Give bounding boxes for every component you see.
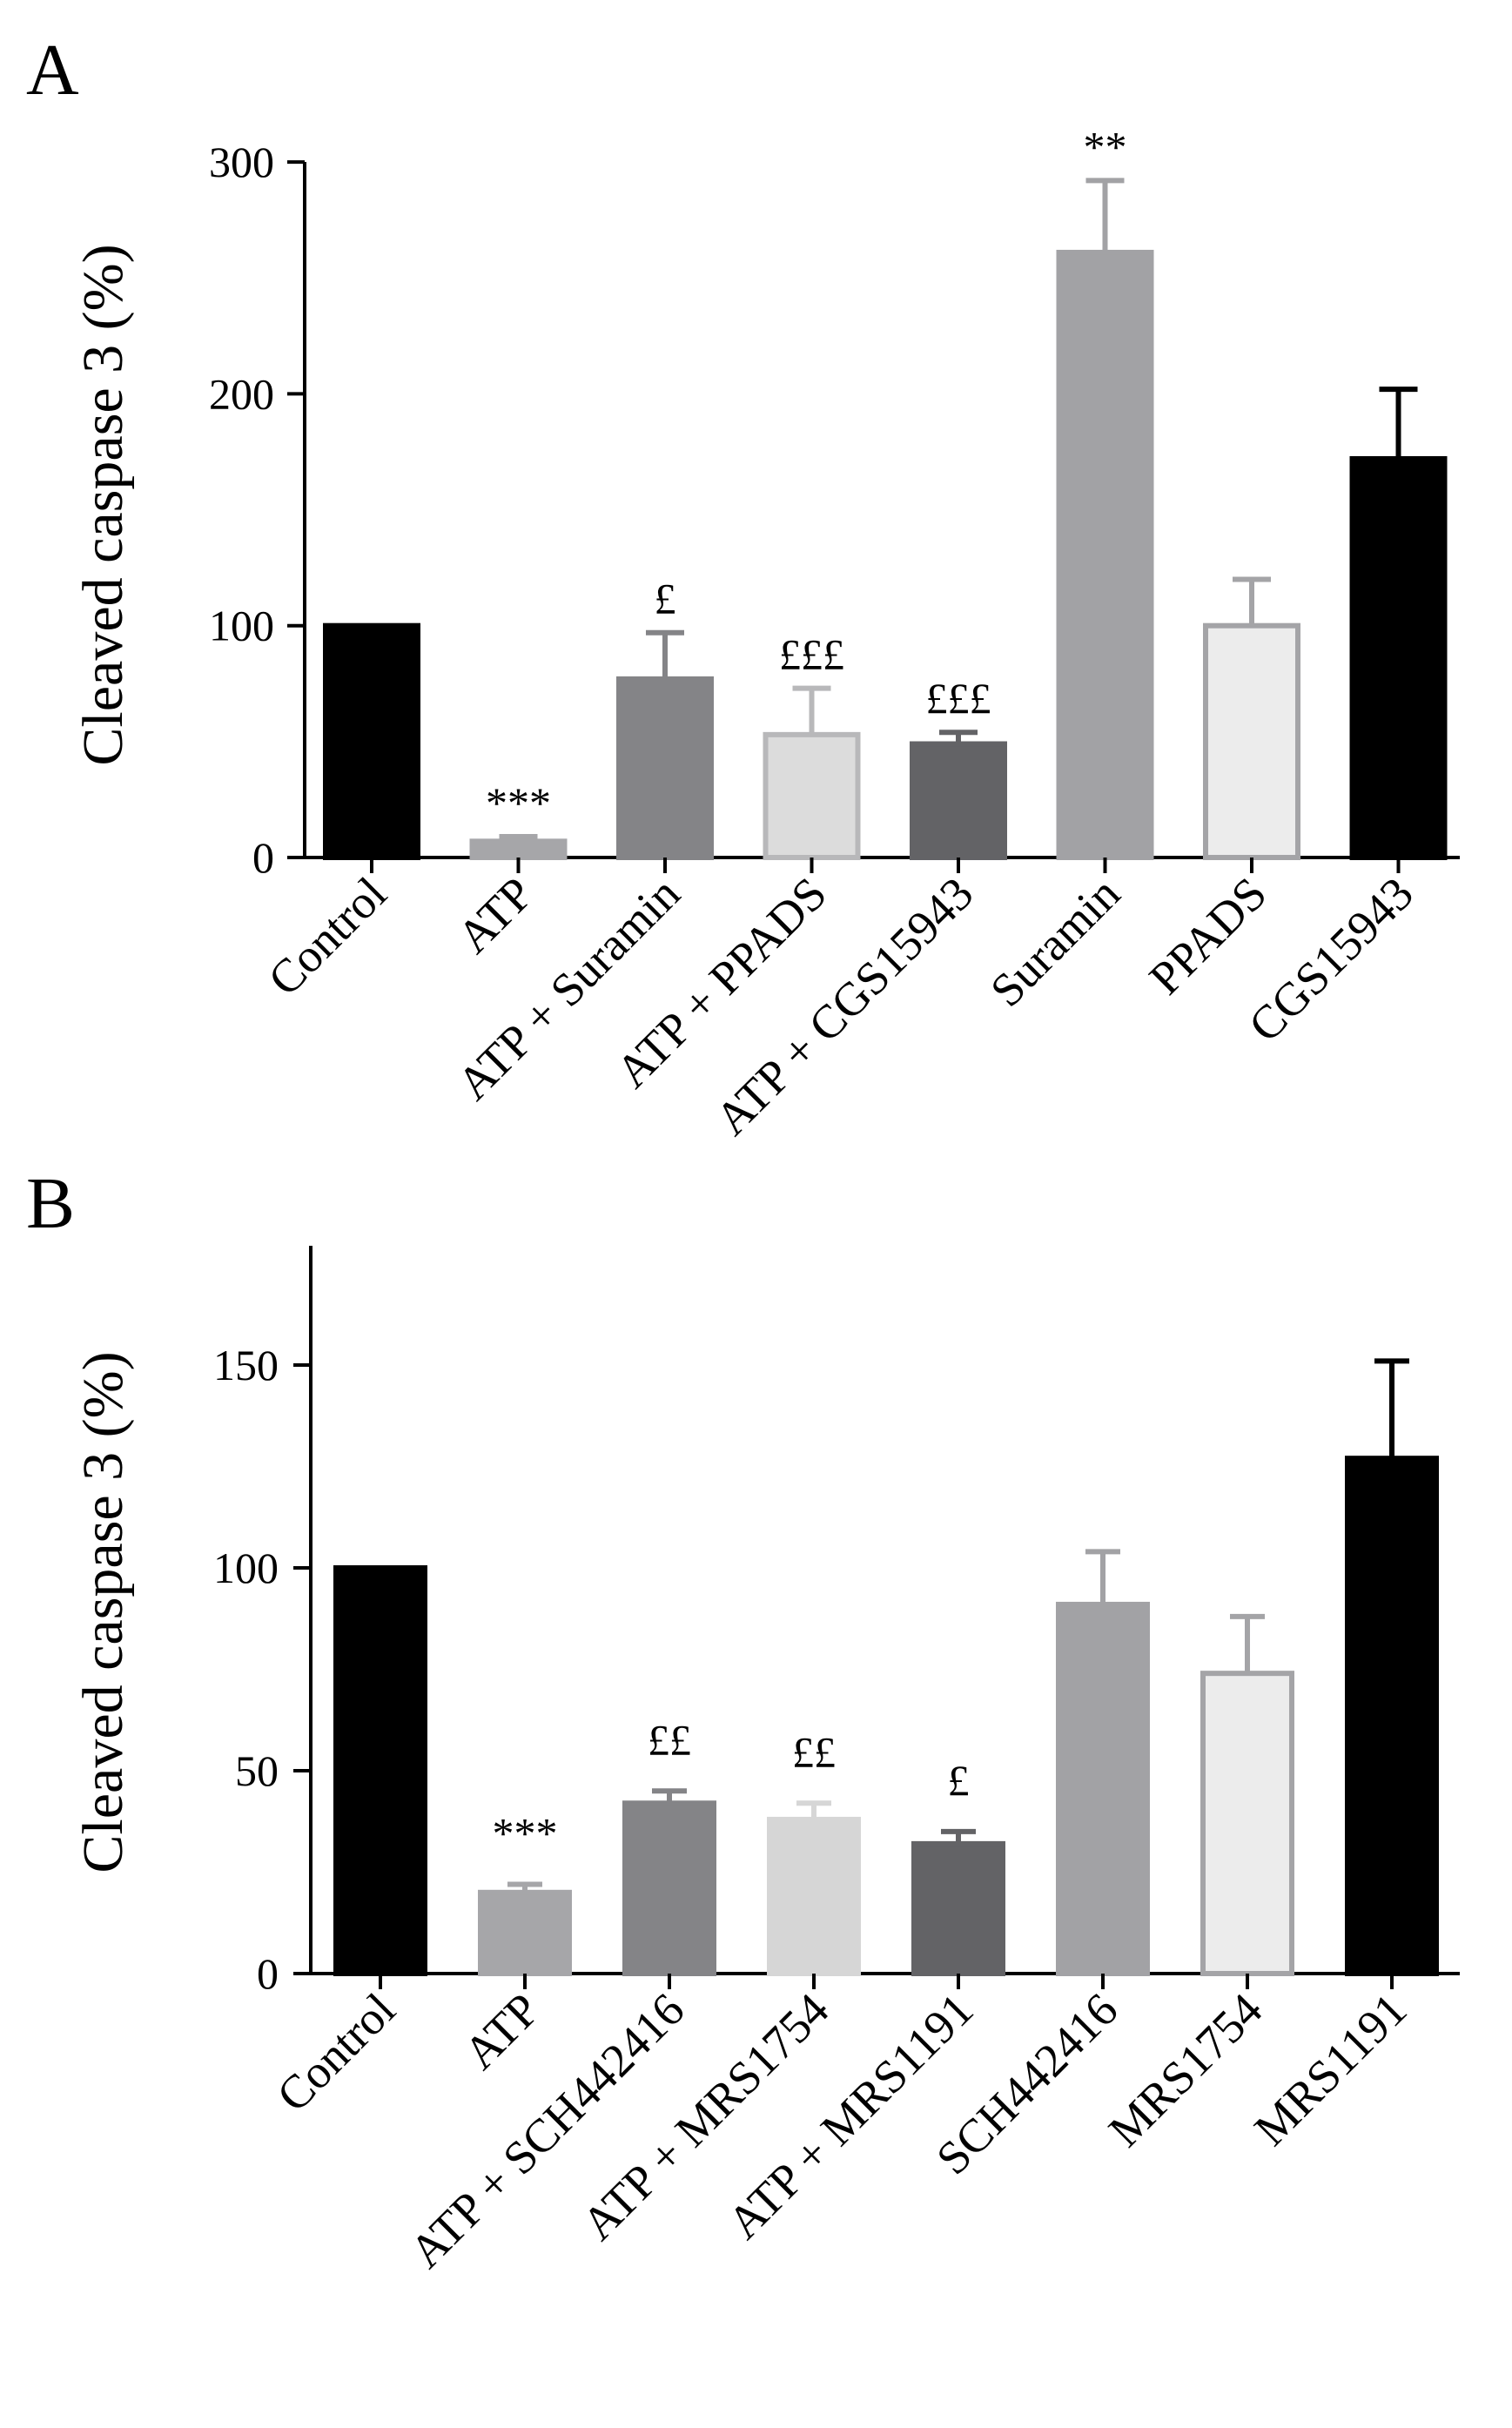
panel-b-bar [333, 1565, 427, 1976]
panel-a-y-tick-label: 200 [209, 369, 274, 418]
panel-a-category-label: Suramin [980, 867, 1130, 1017]
panel-letter-b: B [26, 1163, 75, 1244]
panel-a-bar [1203, 622, 1300, 860]
panel-b-category-label: ATP [454, 1983, 549, 2079]
panel-a-y-tick-label: 100 [209, 602, 274, 650]
panel-b-bar [1056, 1601, 1150, 1976]
panel-b-category-label: Control [266, 1983, 405, 2122]
panel-a-bar [323, 622, 420, 860]
panel-a-bar [1349, 455, 1448, 860]
panel-a-bar [469, 838, 568, 861]
panel-a-y-tick-label: 0 [252, 833, 274, 882]
panel-b-category-label: ATP + SCH442416 [400, 1983, 694, 2277]
panel-b-y-tick-label: 50 [235, 1746, 279, 1795]
panel-b-significance-label: £ [948, 1756, 970, 1805]
panel-b-y-axis-label: Cleaved caspase 3 (%) [71, 1351, 135, 1873]
panel-a-significance-label: ** [1084, 122, 1127, 171]
panel-b-y-tick-label: 0 [257, 1949, 279, 1998]
panel-b-chart: B Cleaved caspase 3 (%) 0 50 100 150 Control… [26, 1163, 1460, 2277]
panel-a-category-label: ATP [447, 867, 543, 963]
panel-a-category-label: Control [258, 867, 396, 1006]
panel-a-bar [910, 741, 1007, 860]
panel-b-significance-label: ££ [648, 1715, 691, 1764]
panel-a-y-tick-label: 300 [209, 138, 274, 186]
panel-b-y-tick-label: 100 [213, 1544, 279, 1592]
panel-b-significance-label: ££ [792, 1727, 836, 1776]
panel-a-significance-label: *** [486, 778, 551, 827]
panel-a-y-axis-label: Cleaved caspase 3 (%) [71, 244, 135, 765]
panel-a-bar [763, 731, 861, 861]
panel-b-significance-label: *** [493, 1808, 558, 1857]
panel-a-category-label: PPADS [1139, 867, 1277, 1005]
panel-a-bar [616, 676, 714, 860]
panel-b-category-label: MRS1191 [1244, 1983, 1416, 2156]
panel-b-bar [1345, 1456, 1439, 1977]
panel-b-bar [622, 1800, 716, 1977]
panel-a-category-label: ATP + CGS15943 [705, 867, 983, 1145]
panel-b-category-label: ATP + MRS1754 [572, 1983, 839, 2250]
panel-b-bar [911, 1840, 1005, 1976]
panel-b-bar [478, 1889, 572, 1977]
panel-b-category-label: MRS1754 [1099, 1983, 1272, 2156]
panel-b-y-tick-label: 150 [213, 1341, 279, 1389]
panel-b-category-label: ATP + MRS1191 [717, 1983, 983, 2249]
panel-a-significance-label: £££ [779, 630, 844, 679]
panel-b-bar [1200, 1671, 1294, 1977]
panel-a-significance-label: £££ [926, 674, 991, 723]
panel-a-chart: A Cleaved caspase 3 (%) 0 100 200 300 Contro… [26, 30, 1460, 1145]
panel-b-bar [767, 1816, 861, 1976]
panel-a-bar [1056, 249, 1154, 861]
panel-a-significance-label: £ [655, 575, 676, 623]
panel-letter-a: A [26, 30, 79, 111]
